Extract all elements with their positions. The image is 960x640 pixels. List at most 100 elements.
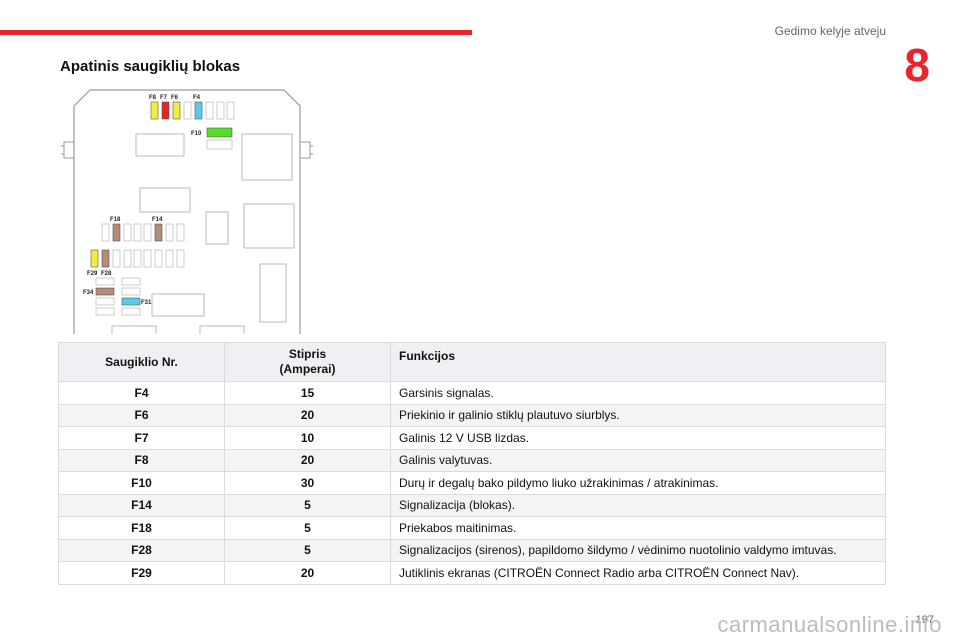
label-f31: F31 xyxy=(141,300,152,306)
cell-amperage: 5 xyxy=(224,516,391,540)
fuse-slot xyxy=(205,101,214,120)
fuse-table: Saugiklio Nr. Stipris (Amperai) Funkcijo… xyxy=(58,342,886,585)
label-f4: F4 xyxy=(193,95,201,101)
relay-slot xyxy=(121,287,141,296)
relay-slot xyxy=(121,307,141,316)
header-amperage: Stipris (Amperai) xyxy=(224,342,391,382)
fuse-f34 xyxy=(95,287,115,296)
fuse-f6 xyxy=(172,101,181,120)
page-number: 197 xyxy=(915,614,934,626)
chapter-title: Gedimo kelyje atveju xyxy=(774,24,886,38)
connector-block xyxy=(135,133,185,157)
cell-fuse-number: F10 xyxy=(58,471,225,495)
fuse-slot xyxy=(176,249,185,268)
relay-slot xyxy=(95,307,115,316)
fuse-f29 xyxy=(90,249,99,268)
fuse-slot xyxy=(112,249,121,268)
cell-function: Signalizacija (blokas). xyxy=(390,493,886,517)
fuse-f10 xyxy=(206,127,233,138)
header-function: Funkcijos xyxy=(390,342,886,382)
cell-function: Galinis 12 V USB lizdas. xyxy=(390,426,886,450)
fuse-slot xyxy=(216,101,225,120)
label-f34: F34 xyxy=(83,290,94,296)
label-f6: F6 xyxy=(171,95,179,101)
fuse-slot xyxy=(176,223,185,242)
cell-fuse-number: F18 xyxy=(58,516,225,540)
table-row: F10 30 Durų ir degalų bako pildymo liuko… xyxy=(58,471,886,495)
cell-amperage: 20 xyxy=(224,561,391,585)
fuse-f4 xyxy=(194,101,203,120)
cell-function: Priekinio ir galinio stiklų plautuvo siu… xyxy=(390,403,886,427)
cell-function: Durų ir degalų bako pildymo liuko užraki… xyxy=(390,471,886,495)
cell-function: Jutiklinis ekranas (CITROËN Connect Radi… xyxy=(390,561,886,585)
relay-slot xyxy=(206,139,233,150)
table-row: F29 20 Jutiklinis ekranas (CITROËN Conne… xyxy=(58,561,886,585)
label-f7: F7 xyxy=(160,95,168,101)
section-title: Apatinis saugiklių blokas xyxy=(60,58,241,75)
connector-block xyxy=(241,133,293,181)
cell-fuse-number: F28 xyxy=(58,538,225,562)
cell-fuse-number: F8 xyxy=(58,448,225,472)
cell-fuse-number: F14 xyxy=(58,493,225,517)
connector-block xyxy=(243,203,295,249)
fuse-f14 xyxy=(154,223,163,242)
cell-amperage: 20 xyxy=(224,403,391,427)
cell-function: Garsinis signalas. xyxy=(390,381,886,405)
fuse-f28 xyxy=(101,249,110,268)
cell-function: Signalizacijos (sirenos), papildomo šild… xyxy=(390,538,886,562)
label-f14: F14 xyxy=(152,217,163,223)
fuse-f31 xyxy=(121,297,141,306)
relay-slot xyxy=(95,297,115,306)
cell-amperage: 20 xyxy=(224,448,391,472)
table-header-row: Saugiklio Nr. Stipris (Amperai) Funkcijo… xyxy=(58,342,886,382)
cell-function: Galinis valytuvas. xyxy=(390,448,886,472)
cell-function: Priekabos maitinimas. xyxy=(390,516,886,540)
relay-slot xyxy=(121,277,141,286)
label-f10: F10 xyxy=(191,131,202,137)
fuse-slot xyxy=(101,223,110,242)
connector-block xyxy=(259,263,287,323)
table-row: F6 20 Priekinio ir galinio stiklų plautu… xyxy=(58,403,886,427)
fuse-slot xyxy=(154,249,163,268)
label-f29: F29 xyxy=(87,271,98,277)
relay-slot xyxy=(95,277,115,286)
fuse-f18 xyxy=(112,223,121,242)
watermark: carmanualsonline.info xyxy=(717,612,942,637)
connector-block xyxy=(111,325,157,337)
left-clip xyxy=(63,141,75,159)
fuse-f8 xyxy=(150,101,159,120)
fuse-slot xyxy=(143,249,152,268)
table-row: F4 15 Garsinis signalas. xyxy=(58,381,886,405)
right-clip xyxy=(299,141,311,159)
cell-fuse-number: F29 xyxy=(58,561,225,585)
cell-amperage: 10 xyxy=(224,426,391,450)
cell-amperage: 30 xyxy=(224,471,391,495)
header-accent-bar xyxy=(0,30,472,35)
table-row: F18 5 Priekabos maitinimas. xyxy=(58,516,886,540)
table-row: F28 5 Signalizacijos (sirenos), papildom… xyxy=(58,538,886,562)
fuse-slot xyxy=(123,223,132,242)
fuse-slot xyxy=(133,223,142,242)
fuse-slot xyxy=(143,223,152,242)
cell-fuse-number: F4 xyxy=(58,381,225,405)
label-f28: F28 xyxy=(101,271,112,277)
connector-block xyxy=(199,325,245,337)
fuse-f7 xyxy=(161,101,170,120)
table-row: F7 10 Galinis 12 V USB lizdas. xyxy=(58,426,886,450)
fuse-slot xyxy=(165,249,174,268)
label-f18: F18 xyxy=(110,217,121,223)
header-fuse-number: Saugiklio Nr. xyxy=(58,342,225,382)
header-amperage-line1: Stipris xyxy=(288,347,327,361)
fuse-slot xyxy=(123,249,132,268)
label-f8: F8 xyxy=(149,95,157,101)
cell-amperage: 5 xyxy=(224,538,391,562)
connector-block xyxy=(139,187,191,213)
connector-block xyxy=(151,293,205,317)
fuse-slot xyxy=(133,249,142,268)
table-row: F8 20 Galinis valytuvas. xyxy=(58,448,886,472)
header-amperage-line2: (Amperai) xyxy=(279,362,336,376)
cell-amperage: 15 xyxy=(224,381,391,405)
connector-block xyxy=(205,211,229,245)
cell-fuse-number: F6 xyxy=(58,403,225,427)
table-row: F14 5 Signalizacija (blokas). xyxy=(58,493,886,517)
